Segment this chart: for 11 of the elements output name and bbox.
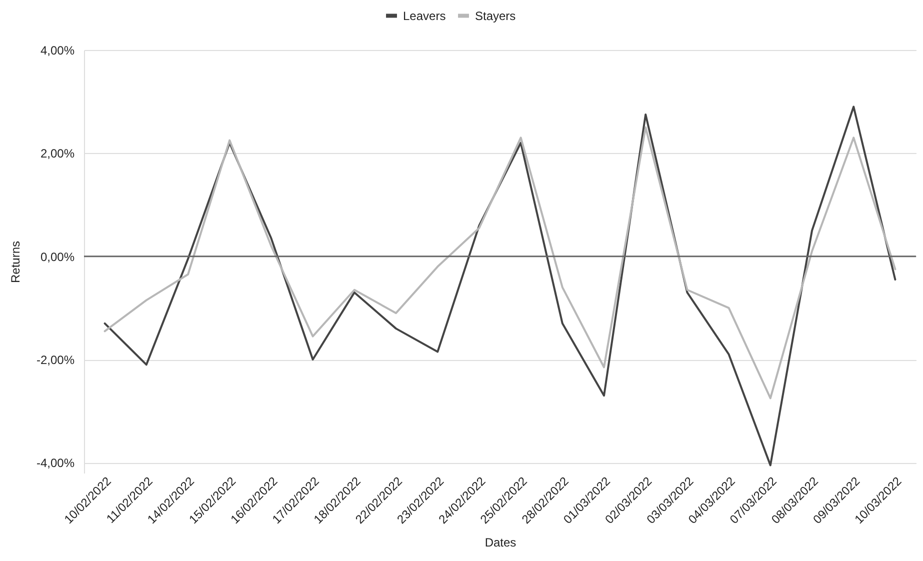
y-tick-label: 0,00% bbox=[40, 250, 75, 264]
y-tick-label: 2,00% bbox=[40, 146, 75, 161]
line-series bbox=[104, 126, 896, 400]
line-series bbox=[104, 106, 896, 466]
y-tick-label: -2,00% bbox=[36, 353, 75, 368]
y-tick-label: 4,00% bbox=[40, 44, 75, 58]
y-axis-title: Returns bbox=[8, 240, 22, 284]
legend-label: Leavers bbox=[403, 8, 446, 23]
x-axis-title: Dates bbox=[484, 536, 516, 550]
legend-label: Stayers bbox=[475, 8, 516, 23]
y-tick-label: -4,00% bbox=[36, 456, 75, 470]
